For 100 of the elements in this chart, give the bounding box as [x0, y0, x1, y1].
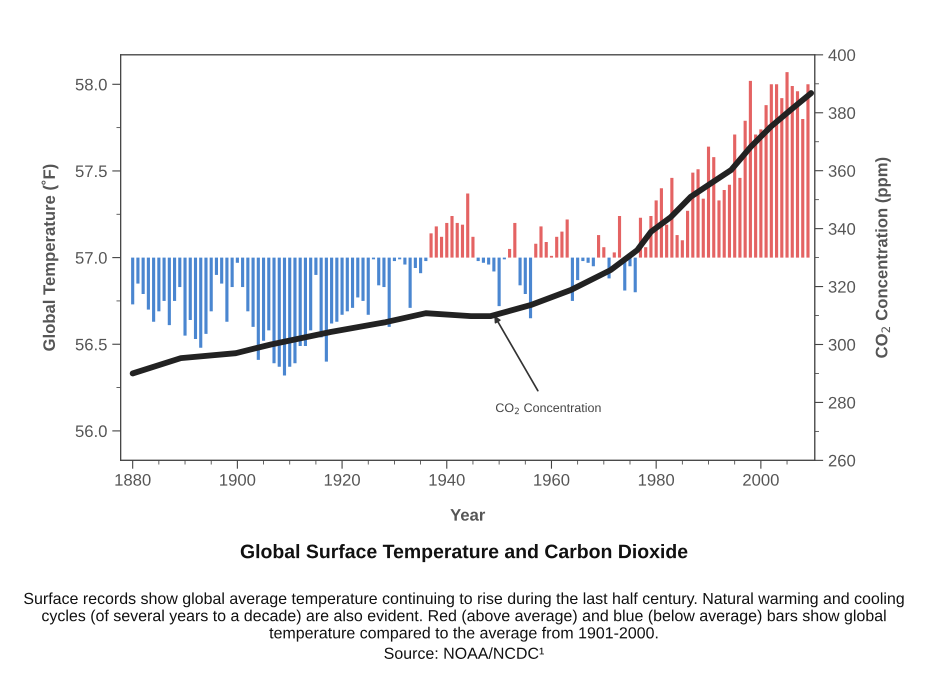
y2-tick-label: 380 — [828, 107, 856, 119]
bar — [586, 258, 590, 263]
bar — [560, 232, 564, 258]
bar — [278, 258, 281, 367]
bar — [785, 72, 789, 258]
bar — [460, 224, 464, 258]
bar — [188, 258, 192, 320]
bar — [236, 258, 239, 263]
bar — [566, 219, 569, 258]
bar — [728, 184, 732, 258]
x-tick-label: 1960 — [534, 474, 570, 486]
bar — [314, 258, 318, 275]
bar — [456, 222, 459, 258]
bar — [194, 258, 198, 340]
bar — [157, 258, 160, 312]
bar — [335, 258, 338, 322]
bar — [775, 84, 778, 258]
bar — [288, 258, 292, 367]
bar — [450, 216, 454, 258]
bar — [498, 258, 501, 306]
bar — [680, 240, 684, 258]
bar — [733, 134, 736, 258]
text: Surface records show global average temperature continuing to rise during the last half century. Natural warming and cooling cycles (of several years to a decade) are also evident. Red (above average) and blue (below average) bars show global temperature compared to the average from 1901-2000. — [24, 592, 904, 642]
bar — [324, 258, 328, 362]
x-tick-label: 1900 — [220, 474, 256, 486]
bar — [592, 258, 595, 266]
bar — [267, 258, 270, 330]
bar — [241, 258, 244, 288]
bar — [722, 190, 726, 258]
bar — [702, 198, 705, 258]
bar — [748, 80, 752, 258]
bar — [508, 248, 512, 258]
bar — [706, 146, 710, 258]
bar — [178, 258, 182, 288]
x-axis-title: Year — [450, 509, 486, 521]
bar — [518, 258, 522, 286]
x-tick-label: 1920 — [324, 474, 360, 486]
bar — [796, 91, 800, 258]
bar — [309, 258, 312, 330]
x-tick-label: 1980 — [638, 474, 674, 486]
bar — [214, 258, 218, 275]
bar — [225, 258, 228, 322]
bar — [665, 224, 668, 258]
y-tick-label: 57.0 — [76, 252, 107, 264]
bar — [539, 226, 543, 258]
bar — [340, 258, 344, 315]
bar — [544, 242, 548, 258]
bar — [581, 258, 584, 262]
x-tick-label: 2000 — [743, 474, 779, 486]
bar — [738, 178, 742, 258]
y-axis-title: Global Temperature (˚F) — [42, 164, 58, 351]
bar — [356, 258, 360, 298]
bar — [597, 235, 600, 258]
bar — [801, 118, 804, 258]
y2-tick-label: 320 — [828, 280, 856, 293]
bar — [419, 258, 422, 274]
bar — [487, 258, 490, 265]
bar — [152, 258, 156, 322]
bar — [361, 258, 365, 301]
bar — [298, 258, 302, 346]
y2-tick-label: 360 — [828, 165, 856, 177]
bar — [408, 258, 412, 308]
y-tick-label: 56.5 — [76, 338, 107, 350]
bar — [136, 258, 140, 284]
bar — [440, 236, 444, 258]
bar — [717, 200, 721, 258]
bar — [162, 258, 166, 301]
x-tick-label: 1880 — [115, 474, 151, 486]
bar — [183, 258, 187, 336]
y2-tick-label: 300 — [828, 338, 856, 351]
bar — [282, 258, 286, 376]
bar — [146, 258, 150, 310]
bar — [770, 84, 773, 258]
bar — [712, 157, 716, 258]
bar — [691, 172, 694, 258]
y-tick-label: 58.0 — [76, 78, 107, 90]
bar — [293, 258, 297, 364]
bar — [602, 247, 606, 258]
y2-tick-label: 400 — [828, 49, 856, 62]
bar — [168, 258, 171, 326]
y2-tick-label: 280 — [828, 396, 856, 409]
bar — [555, 236, 558, 258]
bar — [346, 258, 349, 312]
bar — [388, 258, 391, 327]
bar — [686, 210, 690, 258]
y2-tick-label: 260 — [828, 454, 856, 467]
bar — [272, 258, 276, 364]
bar — [434, 226, 438, 258]
bar — [790, 86, 794, 258]
bar — [256, 258, 260, 360]
bar — [330, 258, 334, 324]
bar — [806, 84, 810, 258]
text: Global Surface Temperature and Carbon Dioxide — [240, 544, 688, 562]
bar — [576, 258, 580, 280]
bar — [764, 105, 768, 258]
bar — [513, 222, 516, 258]
bar — [210, 258, 213, 312]
bar — [414, 258, 417, 268]
bar — [262, 258, 266, 341]
bar — [350, 258, 354, 308]
